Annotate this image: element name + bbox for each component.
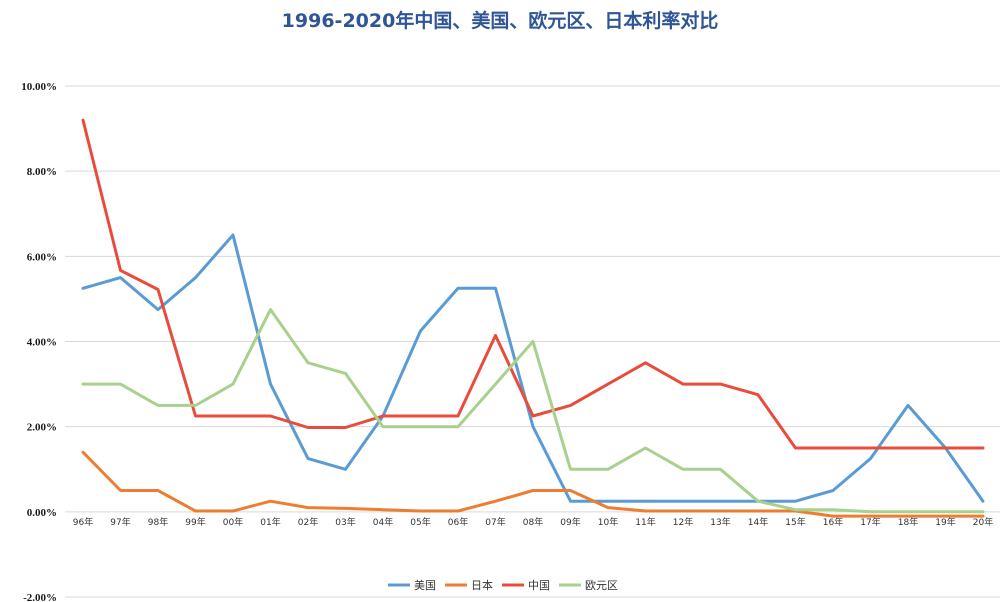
x-tick-label: 13年 [710, 516, 730, 528]
y-axis-ticks: -2.00% 0.00% 2.00% 4.00% 6.00% 8.00% 10.00% [21, 81, 57, 602]
x-tick-label: 18年 [898, 516, 918, 528]
x-tick-label: 11年 [635, 516, 655, 528]
y-tick-label: 6.00% [27, 251, 57, 263]
y-tick-label: 0.00% [27, 507, 57, 519]
x-tick-label: 01年 [260, 516, 280, 528]
series-line [81, 233, 985, 503]
x-tick-label: 99年 [185, 516, 205, 528]
legend-label: 中国 [528, 579, 550, 592]
legend-label: 日本 [471, 578, 493, 592]
x-tick-label: 14年 [748, 516, 768, 528]
x-tick-label: 06年 [448, 516, 468, 528]
y-tick-label: 10.00% [21, 81, 57, 93]
x-tick-label: 05年 [410, 516, 430, 528]
series-line [81, 450, 985, 518]
y-tick-label: 4.00% [27, 337, 57, 349]
chart-title: 1996-2020年中国、美国、欧元区、日本利率对比 [282, 9, 719, 32]
x-tick-label: 16年 [823, 516, 843, 528]
series-line [81, 308, 985, 514]
legend: 美国 日本 中国 欧元区 [388, 578, 618, 592]
x-axis-ticks: 96年 97年 98年 99年 00年 01年 02年 03年 04年 05年 06年 07年 08年 0… [73, 516, 993, 528]
x-tick-label: 20年 [973, 516, 993, 528]
legend-label: 欧元区 [585, 579, 618, 592]
x-tick-label: 19年 [935, 516, 955, 528]
x-tick-label: 04年 [373, 516, 393, 528]
x-tick-label: 07年 [485, 516, 505, 528]
series-line [81, 118, 985, 450]
x-tick-label: 03年 [335, 516, 355, 528]
x-tick-label: 08年 [523, 516, 543, 528]
x-tick-label: 12年 [673, 516, 693, 528]
series-lines [81, 118, 985, 518]
x-tick-label: 10年 [598, 516, 618, 528]
x-tick-label: 09年 [560, 516, 580, 528]
y-tick-label: 2.00% [27, 422, 57, 434]
legend-label: 美国 [414, 579, 436, 592]
x-tick-label: 02年 [298, 516, 318, 528]
x-tick-label: 98年 [148, 516, 168, 528]
x-tick-label: 17年 [860, 516, 880, 528]
x-tick-label: 15年 [785, 516, 805, 528]
x-tick-label: 97年 [110, 516, 130, 528]
y-tick-label: -2.00% [23, 592, 57, 602]
x-tick-label: 00年 [223, 516, 243, 528]
x-tick-label: 96年 [73, 516, 93, 528]
y-tick-label: 8.00% [27, 166, 57, 178]
